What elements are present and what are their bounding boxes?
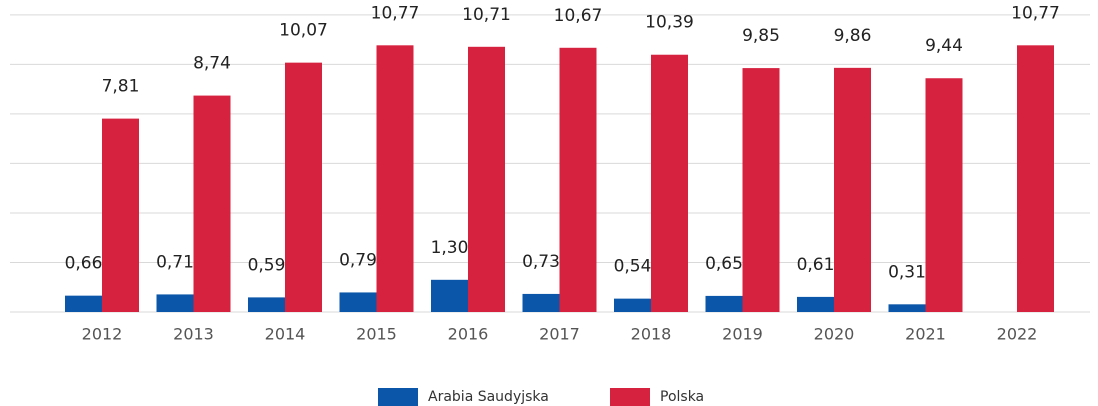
- x-tick-label: 2016: [448, 325, 489, 344]
- bar: [1017, 45, 1054, 313]
- value-label: 10,07: [279, 21, 328, 41]
- bar: [102, 118, 139, 312]
- value-label: 0,59: [248, 255, 286, 275]
- bar: [376, 45, 414, 313]
- value-label: 9,44: [925, 36, 963, 56]
- value-label: 10,67: [554, 6, 603, 26]
- value-label: 7,81: [102, 77, 140, 97]
- bar: [522, 293, 560, 312]
- value-label: 1,30: [431, 238, 469, 258]
- bar: [65, 295, 102, 312]
- x-tick-label: 2020: [814, 325, 855, 344]
- value-label: 10,71: [462, 5, 511, 25]
- legend-label: Polska: [660, 389, 704, 405]
- x-tick-label: 2013: [173, 325, 214, 344]
- value-label: 0,65: [705, 254, 743, 274]
- x-tick-label: 2017: [539, 325, 580, 344]
- value-label: 9,86: [834, 26, 872, 46]
- x-tick-label: 2015: [356, 325, 397, 344]
- bar: [888, 304, 926, 312]
- x-tick-label: 2019: [722, 325, 763, 344]
- value-label: 8,74: [193, 54, 231, 74]
- value-label: 0,61: [797, 255, 835, 275]
- value-label: 0,73: [522, 252, 560, 272]
- value-label: 10,77: [1011, 3, 1060, 23]
- value-label: 0,54: [614, 257, 652, 277]
- legend-swatch: [378, 388, 418, 406]
- bar: [925, 78, 963, 312]
- bar: [834, 67, 871, 312]
- legend-swatch: [610, 388, 650, 406]
- bar: [339, 292, 377, 312]
- bar: [797, 296, 834, 312]
- value-label: 0,66: [65, 254, 103, 274]
- bar: [742, 68, 780, 312]
- value-label: 10,39: [645, 13, 694, 33]
- bar: [559, 47, 597, 313]
- x-tick-label: 2012: [82, 325, 123, 344]
- x-tick-label: 2014: [265, 325, 306, 344]
- value-label: 10,77: [371, 3, 420, 23]
- bar: [156, 294, 194, 312]
- value-label: 0,71: [156, 252, 194, 272]
- bar: [431, 279, 468, 312]
- bar: [651, 54, 688, 312]
- bar: [248, 297, 285, 312]
- value-label: 0,79: [339, 250, 377, 270]
- x-tick-label: 2021: [905, 325, 946, 344]
- bar: [193, 95, 231, 312]
- bar: [468, 46, 505, 313]
- legend-label: Arabia Saudyjska: [428, 389, 549, 405]
- bar: [705, 295, 743, 312]
- bar: [614, 298, 651, 312]
- x-tick-label: 2022: [997, 325, 1038, 344]
- value-label: 0,31: [888, 262, 926, 282]
- x-tick-label: 2018: [631, 325, 672, 344]
- value-label: 9,85: [742, 26, 780, 46]
- bar: [285, 62, 322, 313]
